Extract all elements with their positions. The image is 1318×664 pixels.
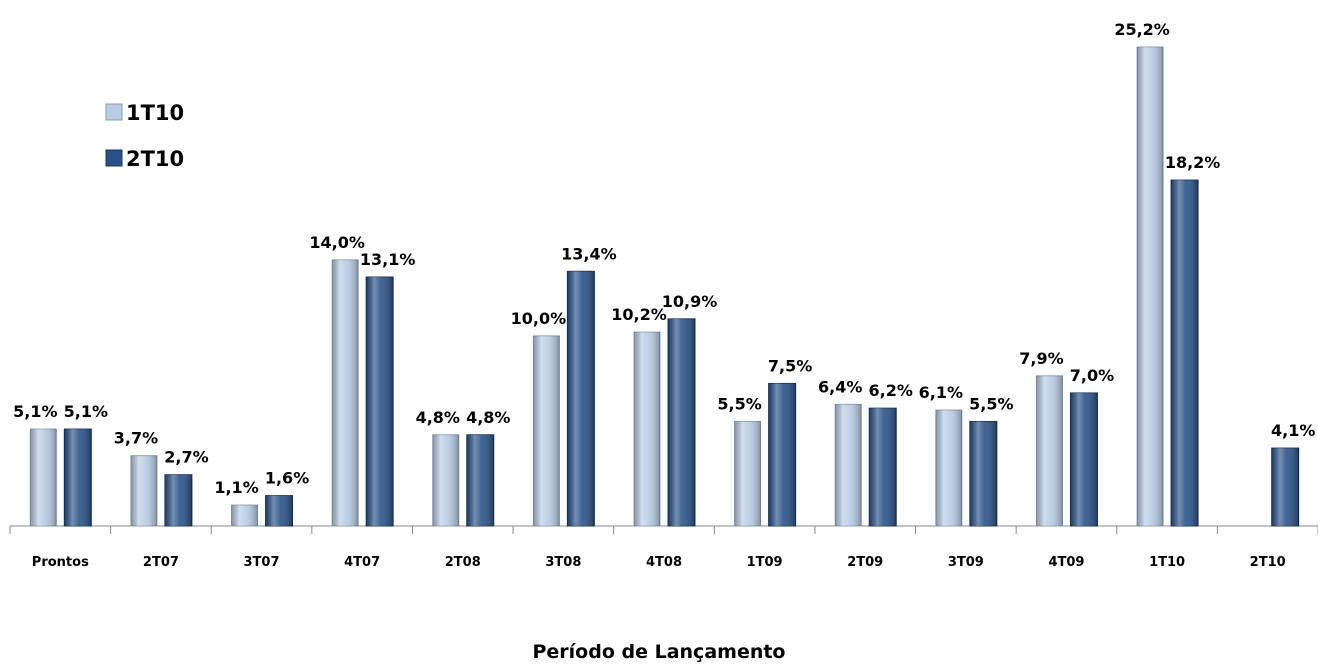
x-tick-label: 2T08 [445, 555, 481, 570]
bar-shine [768, 383, 796, 526]
bar-shine [130, 455, 157, 526]
x-tick-label: 3T07 [244, 555, 280, 570]
data-label: 10,9% [662, 292, 718, 311]
legend-label: 1T10 [126, 101, 184, 125]
bar-shine [332, 259, 359, 526]
data-label: 6,1% [919, 383, 963, 402]
data-label: 7,5% [768, 356, 812, 375]
x-tick-label: 4T09 [1048, 555, 1084, 570]
data-label: 7,0% [1070, 366, 1114, 385]
legend-swatch [105, 149, 123, 167]
data-label: 4,1% [1271, 421, 1315, 440]
data-label: 5,5% [717, 394, 761, 413]
data-label: 14,0% [309, 233, 365, 252]
bar-shine [30, 429, 57, 526]
bar-shine [935, 410, 962, 526]
data-label: 5,1% [64, 402, 108, 421]
x-tick-label: 2T09 [847, 555, 883, 570]
x-tick-label: 2T10 [1250, 555, 1286, 570]
legend-swatch [105, 103, 123, 121]
data-label: 10,0% [511, 309, 567, 328]
bar-shine [265, 495, 293, 526]
data-label: 6,4% [818, 377, 862, 396]
bar-shine [1171, 180, 1199, 527]
data-label: 7,9% [1019, 349, 1063, 368]
bar-shine [1271, 448, 1299, 526]
data-label: 13,4% [561, 244, 617, 263]
bar-shine [969, 421, 997, 526]
x-tick-label: 4T08 [646, 555, 682, 570]
bar-shine [366, 276, 394, 526]
bar-shine [734, 421, 761, 526]
x-tick-label: Prontos [32, 555, 89, 570]
bar-shine [634, 332, 660, 526]
bar-shine [1137, 47, 1164, 526]
bar-shine [668, 318, 695, 526]
data-label: 18,2% [1165, 153, 1221, 172]
data-label: 13,1% [360, 250, 416, 269]
data-label: 3,7% [114, 429, 158, 448]
bar-shine [835, 404, 862, 526]
bar-shine [1070, 392, 1098, 526]
bar-shine [1036, 375, 1063, 526]
bar-shine [466, 434, 494, 526]
data-label: 25,2% [1114, 20, 1170, 39]
bar-shine [64, 429, 92, 526]
x-tick-label: 2T07 [143, 555, 179, 570]
data-label: 4,8% [416, 408, 460, 427]
x-tick-label: 1T10 [1149, 555, 1185, 570]
x-axis-title: Período de Lançamento [532, 641, 785, 663]
x-tick-label: 3T08 [545, 555, 581, 570]
data-label: 5,5% [969, 394, 1013, 413]
x-tick-label: 1T09 [747, 555, 783, 570]
data-label: 5,1% [13, 402, 57, 421]
bar-shine [231, 505, 258, 526]
data-label: 1,6% [265, 469, 309, 488]
bar-shine [432, 434, 459, 526]
data-label: 2,7% [164, 448, 208, 467]
x-tick-label: 4T07 [344, 555, 380, 570]
bar-shine [164, 474, 192, 526]
data-label: 4,8% [466, 408, 510, 427]
x-tick-label: 3T09 [948, 555, 984, 570]
data-label: 6,2% [869, 381, 913, 400]
bar-shine [567, 271, 595, 526]
data-label: 10,2% [611, 305, 667, 324]
legend-label: 2T10 [126, 147, 184, 171]
bar-shine [533, 335, 560, 526]
data-label: 1,1% [214, 478, 258, 497]
bar-shine [869, 408, 897, 526]
